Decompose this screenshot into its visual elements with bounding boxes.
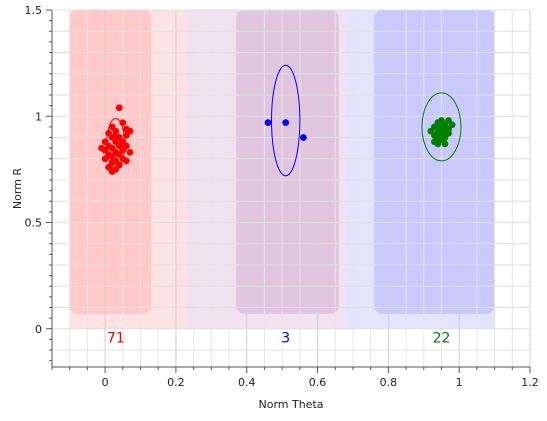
x-tick-label: 1 — [456, 376, 463, 389]
data-points — [98, 104, 456, 175]
data-point — [299, 134, 307, 141]
y-tick-label: 0 — [35, 323, 42, 336]
y-tick-label: 1 — [35, 110, 42, 123]
count-label: 71 — [107, 330, 125, 346]
data-point — [119, 119, 127, 127]
x-tick-label: 0.4 — [238, 376, 256, 389]
y-tick-label: 0.5 — [25, 217, 43, 230]
region-blue — [236, 10, 339, 314]
data-point — [434, 123, 442, 131]
count-label: 3 — [281, 330, 290, 346]
data-point — [119, 140, 127, 148]
class-regions — [69, 10, 495, 329]
x-tick-label: 1.2 — [521, 376, 539, 389]
data-point — [438, 131, 445, 139]
data-point — [115, 104, 123, 112]
y-tick-label: 1.5 — [25, 4, 43, 17]
data-point — [101, 155, 109, 163]
x-tick-label: 0.6 — [309, 376, 327, 389]
data-point — [112, 131, 120, 139]
data-point — [126, 148, 134, 156]
data-point — [264, 119, 272, 127]
data-point — [441, 140, 449, 148]
grid — [52, 9, 531, 367]
data-point — [126, 127, 134, 135]
cluster-ellipse — [271, 64, 301, 177]
cluster-counts: 71 3 22 — [107, 330, 451, 346]
data-point — [108, 168, 116, 175]
count-label: 22 — [433, 330, 451, 346]
axes: 0 0.2 0.4 0.6 0.8 1 1.2 0 0.5 1 1.5 — [25, 4, 539, 389]
data-point — [122, 157, 130, 165]
y-axis-title: Norm R — [11, 168, 24, 209]
x-tick-label: 0 — [102, 376, 109, 389]
data-point — [282, 119, 290, 127]
region-green — [374, 10, 495, 314]
x-axis-title: Norm Theta — [258, 398, 323, 411]
data-point — [434, 140, 442, 148]
x-tick-label: 0.8 — [380, 376, 398, 389]
cluster-ellipse — [421, 92, 462, 162]
x-tick-label: 0.2 — [167, 376, 185, 389]
